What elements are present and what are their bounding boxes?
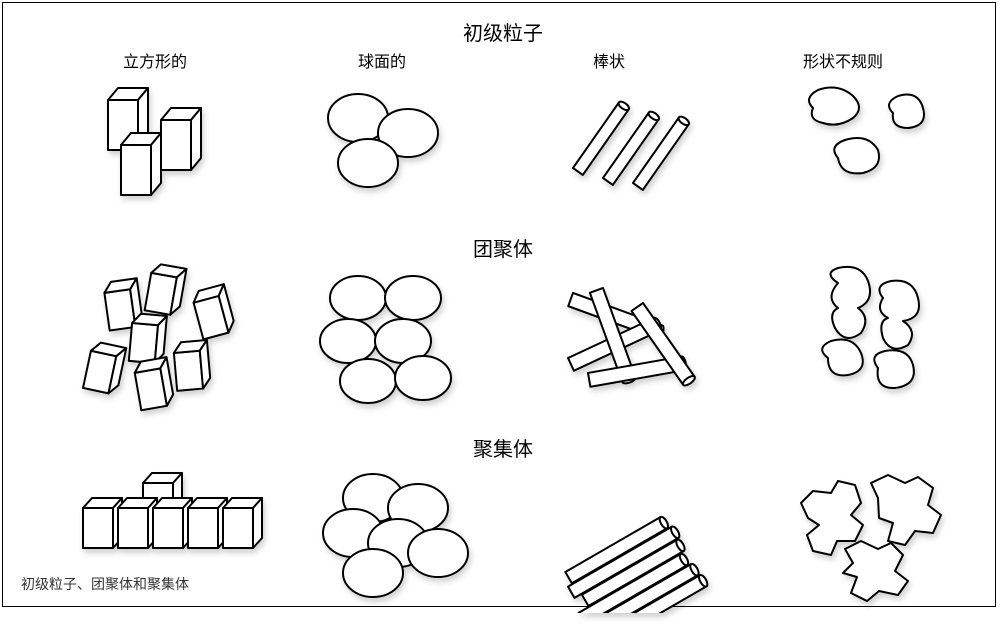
col-label-irregular: 形状不规则 — [803, 48, 883, 72]
cell-aggregate-rod — [533, 463, 733, 613]
cell-agglomerate-spherical — [303, 263, 503, 423]
figure-caption: 初级粒子、团聚体和聚集体 — [21, 574, 189, 594]
col-label-rod: 棒状 — [593, 48, 625, 72]
col-label-spherical: 球面的 — [358, 48, 406, 72]
col-label-cubic: 立方形的 — [123, 48, 187, 72]
cell-aggregate-spherical — [303, 463, 503, 613]
cell-primary-spherical — [303, 78, 503, 228]
row-title-aggregate: 聚集体 — [473, 433, 533, 462]
row-title-agglomerate: 团聚体 — [473, 233, 533, 262]
cell-aggregate-irregular — [783, 463, 983, 613]
row-title-primary: 初级粒子 — [463, 17, 543, 46]
cell-primary-rod — [533, 78, 733, 228]
cell-primary-cubic — [73, 78, 273, 228]
cell-agglomerate-cubic — [73, 263, 273, 423]
cell-primary-irregular — [783, 78, 983, 228]
diagram-frame: 初级粒子 团聚体 聚集体 立方形的 球面的 棒状 形状不规则 — [2, 2, 996, 607]
cell-agglomerate-irregular — [783, 263, 983, 423]
cell-agglomerate-rod — [533, 263, 733, 423]
